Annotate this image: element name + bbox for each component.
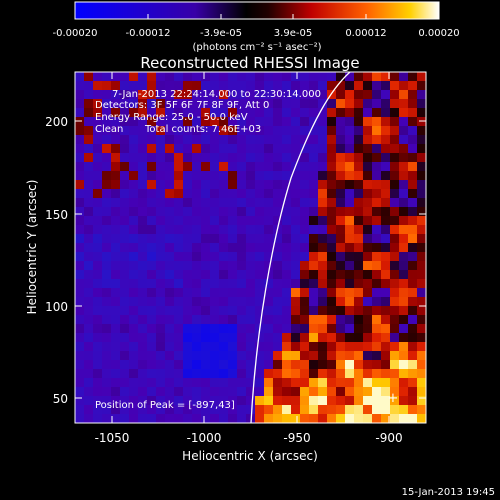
colorbar-tick-label: -3.9e-05 (200, 28, 242, 39)
y-tick-label: 150 (45, 208, 68, 222)
info-counts: Total counts: 7.46E+03 (144, 124, 261, 135)
colorbar-tick-label: -0.00012 (126, 28, 171, 39)
colorbar-tick-label: 0.00012 (345, 28, 386, 39)
footer-timestamp: 15-Jan-2013 19:45 (402, 487, 495, 498)
x-tick-label: -900 (375, 431, 402, 445)
rhessi-image: + (75, 72, 426, 423)
x-tick-label: -1050 (95, 431, 130, 445)
x-tick-label: -950 (283, 431, 310, 445)
y-tick-label: 200 (45, 115, 68, 129)
peak-marker: + (388, 391, 399, 406)
y-tick-label: 50 (53, 392, 68, 406)
solar-limb (250, 72, 351, 423)
peak-label: Position of Peak = [-897,43] (95, 400, 235, 411)
info-time-range: 7-Jan-2013 22:24:14.000 to 22:30:14.000 (112, 89, 321, 100)
x-tick-label: -1000 (187, 431, 222, 445)
colorbar (74, 1, 440, 20)
colorbar-tick-label: 0.00020 (418, 28, 459, 39)
colorbar-units: (photons cm⁻² s⁻¹ asec⁻²) (192, 42, 321, 53)
info-detectors: Detectors: 3F 5F 6F 7F 8F 9F, Att 0 (95, 100, 269, 111)
plot-frame (74, 71, 427, 424)
colorbar-tick-label: -0.00020 (53, 28, 98, 39)
plot-title: Reconstructed RHESSI Image (140, 54, 359, 72)
y-tick-label: 100 (45, 300, 68, 314)
colorbar-ticks (74, 14, 440, 19)
x-axis-label: Heliocentric X (arcsec) (182, 449, 318, 463)
y-axis-label: Heliocentric Y (arcsec) (25, 180, 39, 315)
info-energy: Energy Range: 25.0 - 50.0 keV (95, 112, 248, 123)
colorbar-tick-label: 3.9e-05 (274, 28, 312, 39)
info-method: Clean (95, 124, 123, 135)
